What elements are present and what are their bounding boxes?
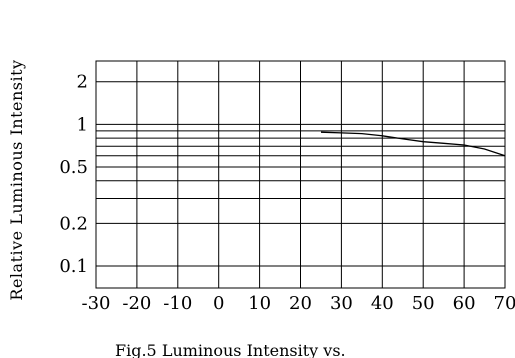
x-tick-label: -30 <box>82 293 111 314</box>
x-tick-label: 60 <box>453 293 476 314</box>
y-axis-label: Relative Luminous Intensity <box>7 59 26 300</box>
y-tick-label: 0.5 <box>59 157 88 178</box>
x-tick-label: -20 <box>122 293 151 314</box>
y-tick-label: 0.2 <box>59 213 88 234</box>
y-tick-label: 2 <box>77 72 88 93</box>
series-line <box>320 131 506 157</box>
x-tick-label: 0 <box>213 293 224 314</box>
x-tick-label: -10 <box>163 293 192 314</box>
x-tick-label: 10 <box>248 293 271 314</box>
plot-frame <box>95 60 506 289</box>
figure-caption: Fig.5 Luminous Intensity vs. <box>115 341 346 358</box>
y-tick-label: 1 <box>77 114 88 135</box>
grid <box>95 61 506 288</box>
x-tick-label: 30 <box>330 293 353 314</box>
x-tick-label: 50 <box>412 293 435 314</box>
y-tick-label: 0.1 <box>59 256 88 277</box>
x-tick-label: 70 <box>494 293 515 314</box>
x-tick-labels: -30 -20 -10 0 10 20 30 40 50 60 70 <box>82 293 515 314</box>
x-tick-label: 40 <box>371 293 394 314</box>
y-tick-labels: 0.1 0.2 0.5 1 2 <box>59 72 88 277</box>
x-tick-label: 20 <box>289 293 312 314</box>
